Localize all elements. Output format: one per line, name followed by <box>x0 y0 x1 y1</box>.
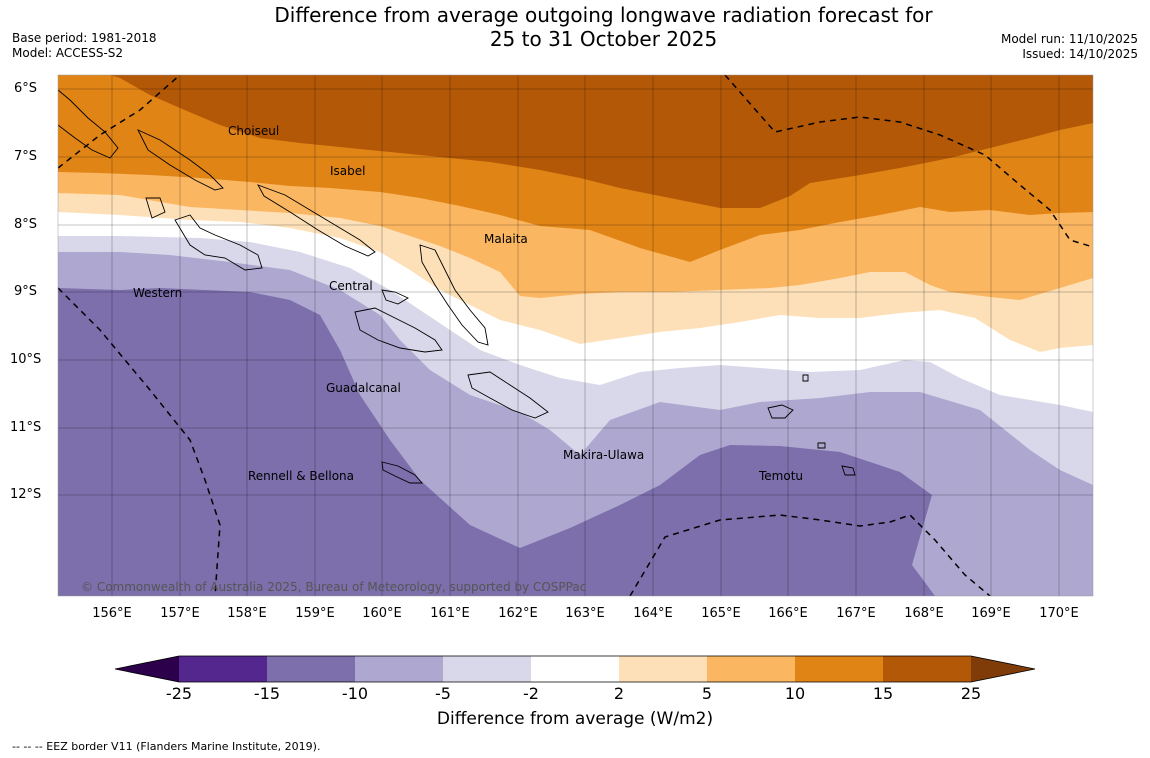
lon-label: 170°E <box>1039 606 1079 621</box>
chart-title: Difference from average outgoing longwav… <box>0 3 1150 51</box>
region-label-temotu: Temotu <box>759 469 804 483</box>
colorbar-tick-label: 2 <box>613 684 625 703</box>
colorbar-tick-label: -10 <box>341 684 369 703</box>
island-choiseul <box>137 129 224 191</box>
island-guadalcanal <box>354 307 443 353</box>
model-name: Model: ACCESS-S2 <box>12 46 124 60</box>
colorbar-tick-label: -15 <box>253 684 281 703</box>
lat-label: 12°S <box>10 487 42 502</box>
lon-label: 164°E <box>633 606 673 621</box>
colorbar-tick-label: -25 <box>165 684 193 703</box>
eez-borders <box>58 75 1093 596</box>
island-makira <box>467 371 549 419</box>
colorbar-tick-label: 5 <box>701 684 713 703</box>
lat-label: 11°S <box>10 420 42 435</box>
region-label-guadalcanal: Guadalcanal <box>326 381 401 395</box>
region-label-malaita: Malaita <box>484 232 528 246</box>
map-gridlines <box>58 75 1093 596</box>
band-plus-15 <box>58 75 1093 208</box>
issued-date: Issued: 14/10/2025 <box>1022 47 1138 61</box>
lat-label: 7°S <box>14 149 38 164</box>
lon-label: 157°E <box>160 606 200 621</box>
lon-label: 156°E <box>92 606 132 621</box>
lon-label: 162°E <box>498 606 538 621</box>
lon-label: 169°E <box>971 606 1011 621</box>
island-small-3 <box>802 374 809 382</box>
colorbar-bins <box>179 656 971 682</box>
lon-label: 167°E <box>836 606 876 621</box>
colorbar-extend-high <box>971 656 1035 682</box>
lon-label: 165°E <box>701 606 741 621</box>
lon-label: 160°E <box>362 606 402 621</box>
lat-label: 10°S <box>10 352 42 367</box>
lon-label: 158°E <box>227 606 267 621</box>
lat-label: 9°S <box>14 284 38 299</box>
island-small-2 <box>841 465 856 476</box>
title-line-1: Difference from average outgoing longwav… <box>274 3 933 27</box>
meta-right: Model run: 11/10/2025 Issued: 14/10/2025 <box>1001 32 1138 62</box>
base-period: Base period: 1981-2018 <box>12 31 157 45</box>
colorbar <box>114 655 1036 683</box>
region-label-western: Western <box>133 286 183 300</box>
colorbar-tick-label: -2 <box>523 684 539 703</box>
model-run: Model run: 11/10/2025 <box>1000 32 1138 46</box>
anomaly-field <box>58 75 1093 596</box>
lon-label: 166°E <box>768 606 808 621</box>
island-new-georgia <box>174 214 263 271</box>
colorbar-bin <box>531 656 619 682</box>
lon-label: 159°E <box>295 606 335 621</box>
colorbar-bin <box>883 656 971 682</box>
colorbar-bin <box>707 656 795 682</box>
colorbar-bin <box>355 656 443 682</box>
lat-label: 6°S <box>14 81 38 96</box>
eez-footnote: -- -- -- EEZ border V11 (Flanders Marine… <box>12 740 321 753</box>
region-label-central: Central <box>329 279 373 293</box>
colorbar-bin <box>267 656 355 682</box>
lon-label: 163°E <box>565 606 605 621</box>
island-florida <box>381 289 409 305</box>
coastlines <box>58 89 856 484</box>
colorbar-bin <box>619 656 707 682</box>
island-rennell <box>381 461 423 484</box>
meta-left: Base period: 1981-2018 Model: ACCESS-S2 <box>12 31 157 61</box>
colorbar-title: Difference from average (W/m2) <box>436 709 714 729</box>
region-label-choiseul: Choiseul <box>228 124 280 138</box>
colorbar-tick-label: 15 <box>872 684 894 703</box>
colorbar-bin <box>179 656 267 682</box>
island-small-1 <box>817 442 826 449</box>
title-line-2: 25 to 31 October 2025 <box>489 27 718 51</box>
region-label-isabel: Isabel <box>330 164 366 178</box>
island-bougainville <box>58 89 119 159</box>
island-vella <box>145 197 166 219</box>
lon-label: 168°E <box>904 606 944 621</box>
map-frame <box>57 74 1094 597</box>
island-isabel <box>257 184 376 257</box>
colorbar-extend-low <box>115 656 179 682</box>
copyright-notice: © Commonwealth of Australia 2025, Bureau… <box>81 580 587 594</box>
colorbar-tick-label: -5 <box>435 684 451 703</box>
colorbar-bin <box>795 656 883 682</box>
colorbar-outline <box>114 655 1036 683</box>
colorbar-tick-label: 10 <box>784 684 806 703</box>
lon-label: 161°E <box>430 606 470 621</box>
island-malaita <box>419 244 489 346</box>
lat-label: 8°S <box>14 217 38 232</box>
region-label-rennell-bellona: Rennell & Bellona <box>248 469 355 483</box>
colorbar-bin <box>443 656 531 682</box>
island-santa-cruz <box>767 404 794 419</box>
region-label-makira-ulawa: Makira-Ulawa <box>563 448 645 462</box>
colorbar-tick-label: 25 <box>960 684 982 703</box>
